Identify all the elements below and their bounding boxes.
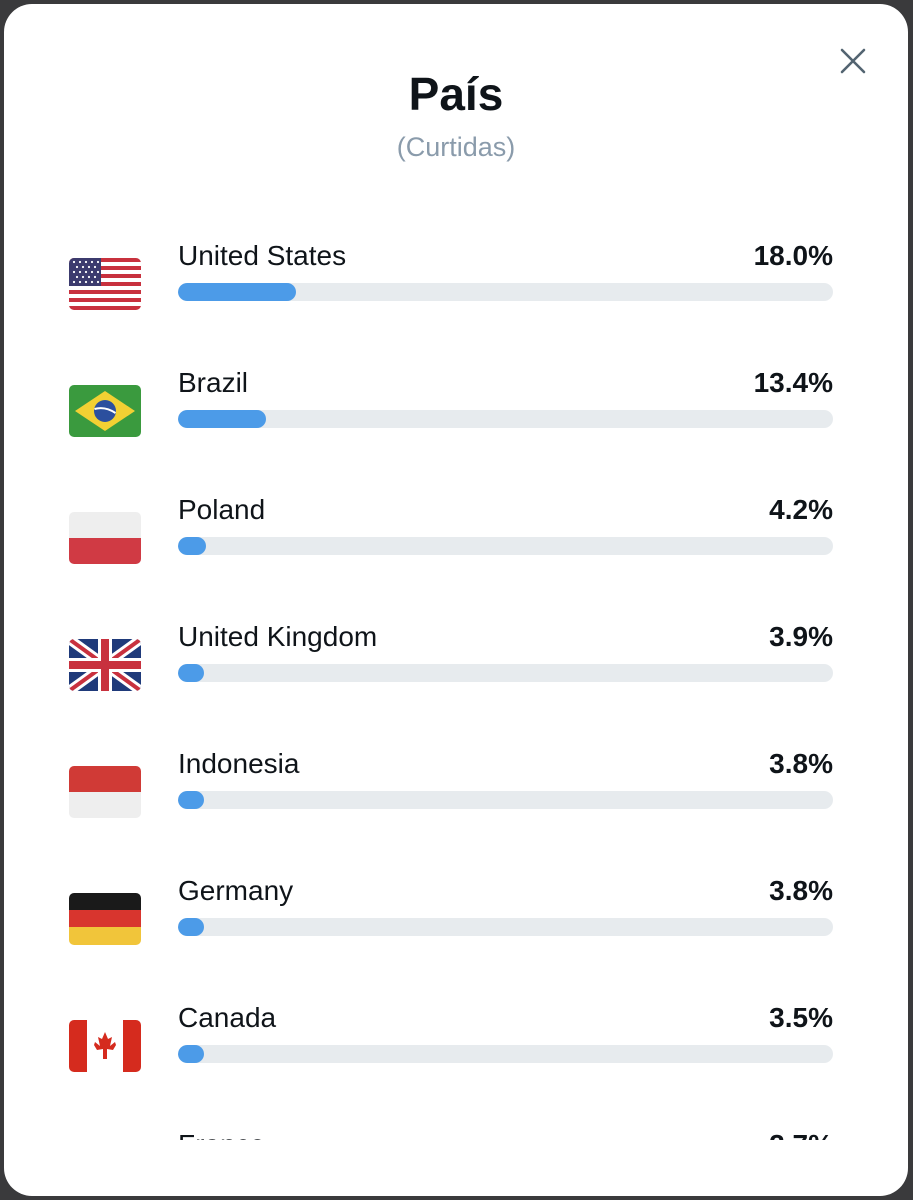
country-row-indonesia[interactable]: Indonesia 3.8% [4, 742, 908, 869]
country-percent: 13.4% [753, 367, 833, 398]
share-bar-track [178, 410, 833, 428]
share-bar-fill [178, 1045, 204, 1063]
germany-flag-icon [69, 893, 141, 945]
country-row-canada[interactable]: Canada 3.5% [4, 996, 908, 1123]
close-icon [840, 48, 866, 74]
country-name: United States [178, 240, 347, 271]
canada-flag-icon [69, 1020, 141, 1072]
country-modal: País (Curtidas) [4, 4, 908, 1196]
country-row-brazil[interactable]: Brazil 13.4% [4, 361, 908, 488]
share-bar-fill [178, 283, 296, 301]
share-bar-fill [178, 791, 204, 809]
modal-subtitle: (Curtidas) [396, 132, 516, 162]
country-percent: 3.8% [769, 748, 833, 779]
close-button[interactable] [836, 44, 870, 78]
share-bar-track [178, 918, 833, 936]
country-name: Indonesia [178, 748, 300, 779]
country-list: United States 18.0% Brazil 13.4% [4, 234, 908, 1140]
country-row-germany[interactable]: Germany 3.8% [4, 869, 908, 996]
country-name: United Kingdom [178, 621, 378, 652]
country-row-united-states[interactable]: United States 18.0% [4, 234, 908, 361]
share-bar-fill [178, 664, 204, 682]
country-percent: 3.9% [769, 621, 833, 652]
share-bar-track [178, 537, 833, 555]
share-bar-track [178, 283, 833, 301]
brazil-flag-icon [69, 385, 141, 437]
country-name: Canada [178, 1002, 277, 1033]
country-name: Poland [178, 494, 266, 525]
country-name: Germany [178, 875, 294, 906]
share-bar-fill [178, 410, 266, 428]
share-bar-fill [178, 537, 206, 555]
country-percent: 3.5% [769, 1002, 833, 1033]
country-name: France [178, 1125, 265, 1140]
uk-flag-icon [69, 639, 141, 691]
us-flag-icon [69, 258, 141, 310]
country-percent: 2.7% [769, 1125, 833, 1140]
country-row-united-kingdom[interactable]: United Kingdom 3.9% [4, 615, 908, 742]
country-percent: 18.0% [753, 240, 833, 271]
country-percent: 4.2% [769, 494, 833, 525]
country-percent: 3.8% [769, 875, 833, 906]
modal-title: País [408, 68, 504, 120]
share-bar-track [178, 1045, 833, 1063]
poland-flag-icon [69, 512, 141, 564]
country-row-france[interactable]: France 2.7% [4, 1123, 908, 1140]
share-bar-track [178, 791, 833, 809]
country-name: Brazil [178, 367, 249, 398]
share-bar-fill [178, 918, 204, 936]
country-row-poland[interactable]: Poland 4.2% [4, 488, 908, 615]
indonesia-flag-icon [69, 766, 141, 818]
share-bar-track [178, 664, 833, 682]
